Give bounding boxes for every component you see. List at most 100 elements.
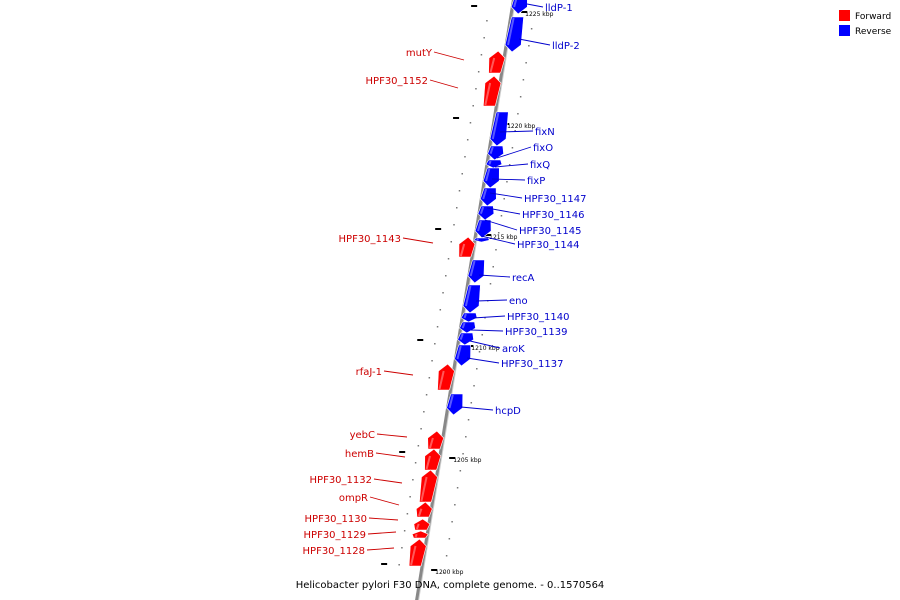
gene-label-hpf30_1132: HPF30_1132 [310, 475, 372, 486]
minor-tick [528, 45, 530, 47]
minor-ticks [398, 20, 533, 574]
gene-label-hpf30_1145: HPF30_1145 [519, 226, 581, 237]
gene-highlight [484, 82, 492, 106]
minor-tick [401, 547, 403, 549]
gene-highlight [438, 370, 445, 390]
minor-tick [500, 215, 503, 217]
gene-leader-line [469, 340, 501, 349]
minor-tick [406, 513, 409, 515]
gene-label-muty: mutY [406, 48, 433, 59]
gene-highlight [482, 188, 488, 200]
gene-label-yebc: yebC [350, 430, 375, 441]
gene-label-hpf30_1152: HPF30_1152 [366, 76, 428, 87]
gene-arrow-hpf30_1140 [460, 312, 478, 323]
minor-tick [473, 385, 475, 387]
legend: Forward Reverse [839, 10, 892, 37]
gene-highlight [429, 437, 434, 449]
gene-label-hpf30_1128: HPF30_1128 [303, 546, 365, 557]
gene-label-fixn: fixN [535, 127, 555, 138]
minor-tick [517, 113, 519, 115]
minor-tick [466, 139, 469, 141]
gene-label-hpf30_1140: HPF30_1140 [507, 312, 569, 323]
minor-tick [481, 334, 484, 336]
gene-leader-line [375, 452, 406, 458]
minor-tick [453, 224, 455, 226]
gene-leader-line [470, 329, 504, 332]
gene-label-hpf30_1143: HPF30_1143 [339, 234, 401, 245]
gene-highlight [469, 260, 476, 277]
gene-label-fixo: fixO [533, 143, 553, 154]
gene-highlight [485, 168, 491, 182]
gene-leader-line [433, 51, 465, 61]
minor-tick [398, 564, 400, 566]
tick-label: 1220 kbp [507, 123, 535, 130]
tick-label: 1205 kbp [453, 457, 481, 464]
minor-tick [470, 402, 473, 404]
minor-tick [434, 343, 436, 345]
minor-tick [495, 249, 497, 251]
gene-highlight [459, 333, 464, 340]
minor-tick [451, 521, 453, 523]
minor-tick [465, 436, 467, 438]
minor-tick [445, 275, 447, 277]
minor-tick [506, 181, 508, 183]
genes [408, 0, 528, 567]
legend-swatch-reverse [839, 25, 850, 36]
gene-leader-line [373, 478, 403, 484]
minor-tick [447, 258, 450, 260]
gene-leader-line [472, 315, 506, 319]
minor-tick [409, 496, 411, 498]
minor-tick [450, 241, 453, 243]
gene-label-lldp-2: lldP-2 [552, 41, 580, 52]
gene-leader-line [429, 79, 459, 89]
gene-leader-line [484, 219, 518, 231]
minor-tick [420, 428, 422, 430]
minor-tick [448, 538, 451, 540]
minor-tick [480, 54, 483, 56]
gene-leader-line [369, 496, 400, 506]
minor-tick [530, 28, 533, 30]
minor-tick [456, 487, 459, 489]
gene-arrow-rfaj-1 [437, 363, 455, 391]
legend-label-forward: Forward [855, 12, 891, 22]
gene-arrow-hpf30_1147 [479, 187, 497, 207]
gene-leader-line [368, 517, 399, 521]
gene-highlight [418, 508, 423, 517]
gene-leader-line [518, 38, 551, 46]
gene-label-hcpd: hcpD [495, 406, 521, 417]
gene-label-hemb: hemB [345, 449, 374, 460]
gene-highlight [488, 160, 492, 165]
minor-tick [428, 377, 431, 379]
gene-leader-line [494, 163, 529, 168]
minor-tick [522, 79, 525, 81]
minor-tick [417, 445, 420, 447]
gene-highlight [425, 455, 431, 470]
gene-label-hpf30_1137: HPF30_1137 [501, 359, 563, 370]
gene-label-reca: recA [512, 273, 535, 284]
minor-tick [489, 283, 492, 285]
gene-label-ompr: ompR [339, 493, 368, 504]
gene-highlight [479, 206, 485, 215]
gene-arrow-hpf30_1144 [472, 237, 491, 243]
gene-leader-line [475, 299, 508, 302]
gene-arrow-hpf30_1152 [482, 75, 502, 107]
gene-leader-line [526, 3, 544, 8]
minor-tick [519, 96, 522, 98]
gene-label-hpf30_1144: HPF30_1144 [517, 240, 579, 251]
gene-leader-line [499, 130, 534, 133]
gene-highlight [491, 112, 500, 140]
gene-highlight [489, 57, 496, 73]
minor-tick [497, 232, 500, 234]
gene-leader-line [489, 192, 523, 199]
minor-tick [403, 530, 406, 532]
gene-highlight [459, 243, 466, 257]
gene-leader-line [478, 274, 511, 278]
gene-highlight [415, 523, 420, 530]
minor-tick [414, 462, 417, 464]
minor-tick [431, 360, 433, 362]
gene-labels: lldP-1 lldP-2 mutY HPF30_1152 fixN fixO fixQ fi… [303, 3, 587, 557]
minor-tick [477, 71, 480, 73]
gene-arrow-fixn [489, 111, 509, 147]
gene-leader-line [367, 531, 397, 535]
